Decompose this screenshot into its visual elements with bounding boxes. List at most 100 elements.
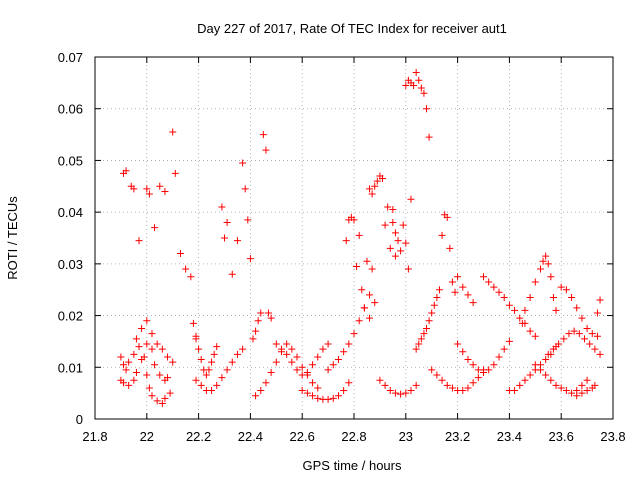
x-tick-label: 22.4 <box>238 429 263 444</box>
data-point <box>303 389 311 397</box>
data-point <box>132 368 140 376</box>
data-point <box>148 345 156 353</box>
data-point <box>573 392 581 400</box>
data-point <box>371 299 379 307</box>
y-tick-label: 0.06 <box>58 102 83 117</box>
data-point <box>557 283 565 291</box>
data-point <box>324 340 332 348</box>
chart-title: Day 227 of 2017, Rate Of TEC Index for r… <box>197 21 507 36</box>
data-point <box>500 293 508 301</box>
data-point <box>420 330 428 338</box>
data-point <box>145 384 153 392</box>
data-point <box>381 381 389 389</box>
data-point <box>394 237 402 245</box>
data-point <box>125 358 133 366</box>
data-point <box>547 273 555 281</box>
data-point <box>438 376 446 384</box>
data-point <box>130 185 138 193</box>
data-point <box>324 366 332 374</box>
data-point <box>345 379 353 387</box>
data-point <box>464 291 472 299</box>
data-point <box>119 379 127 387</box>
data-point <box>166 389 174 397</box>
x-tick-label: 23 <box>399 429 413 444</box>
data-point <box>596 296 604 304</box>
data-point <box>265 309 273 317</box>
data-point <box>221 234 228 242</box>
data-point <box>208 387 216 395</box>
data-point <box>544 350 552 358</box>
data-point <box>249 335 257 343</box>
data-point <box>239 345 247 353</box>
data-point <box>340 348 348 356</box>
data-point <box>448 278 456 286</box>
data-point <box>350 216 358 224</box>
x-tick-label: 23.4 <box>497 429 522 444</box>
data-point <box>122 366 130 374</box>
data-point <box>407 195 415 203</box>
data-point <box>549 345 557 353</box>
data-point <box>505 337 513 345</box>
data-point <box>542 356 550 364</box>
data-point <box>153 340 161 348</box>
data-point <box>153 397 161 405</box>
data-point <box>428 309 436 317</box>
data-point <box>340 387 348 395</box>
data-point <box>397 247 405 255</box>
data-point <box>557 384 565 392</box>
data-point <box>428 366 436 374</box>
data-point <box>228 358 236 366</box>
data-point <box>223 218 231 226</box>
data-point <box>464 356 472 364</box>
data-point <box>309 379 317 387</box>
data-point <box>423 325 431 332</box>
data-point <box>143 185 151 193</box>
data-point <box>334 392 342 400</box>
data-point <box>389 218 397 226</box>
data-point <box>353 262 361 270</box>
data-point <box>197 381 205 389</box>
x-tick-label: 21.8 <box>82 429 107 444</box>
data-point <box>521 376 529 384</box>
data-point <box>187 273 195 281</box>
data-point <box>469 379 477 387</box>
data-point <box>189 319 197 327</box>
data-point <box>148 392 156 400</box>
data-point <box>355 231 363 239</box>
data-point <box>288 358 296 366</box>
data-point <box>210 350 218 358</box>
data-point <box>324 395 332 403</box>
y-tick-label: 0.03 <box>58 257 83 272</box>
data-point <box>119 361 127 369</box>
data-point <box>368 265 376 273</box>
y-axis-label: ROTI / TECUs <box>5 196 20 280</box>
data-point <box>552 306 560 314</box>
data-point <box>213 343 221 351</box>
data-point <box>213 381 221 389</box>
data-point <box>233 350 241 358</box>
data-point <box>459 387 467 395</box>
data-point <box>446 244 454 252</box>
data-point <box>417 335 425 343</box>
data-point <box>360 304 368 312</box>
x-tick-label: 23.2 <box>445 429 470 444</box>
data-point <box>272 340 280 348</box>
data-point <box>241 185 249 193</box>
data-point <box>223 366 231 374</box>
data-point <box>412 69 420 77</box>
data-point <box>495 353 503 361</box>
data-point <box>334 356 342 364</box>
data-point <box>143 371 151 379</box>
data-point <box>474 366 482 374</box>
data-point <box>257 387 265 395</box>
data-point <box>363 257 371 265</box>
y-tick-label: 0.02 <box>58 309 83 324</box>
data-point <box>516 314 524 322</box>
data-point <box>511 306 519 314</box>
data-point <box>474 374 482 382</box>
data-point <box>425 317 433 325</box>
data-point <box>451 288 459 296</box>
data-point <box>293 366 301 374</box>
x-tick-label: 23.6 <box>549 429 574 444</box>
data-point <box>192 376 200 384</box>
